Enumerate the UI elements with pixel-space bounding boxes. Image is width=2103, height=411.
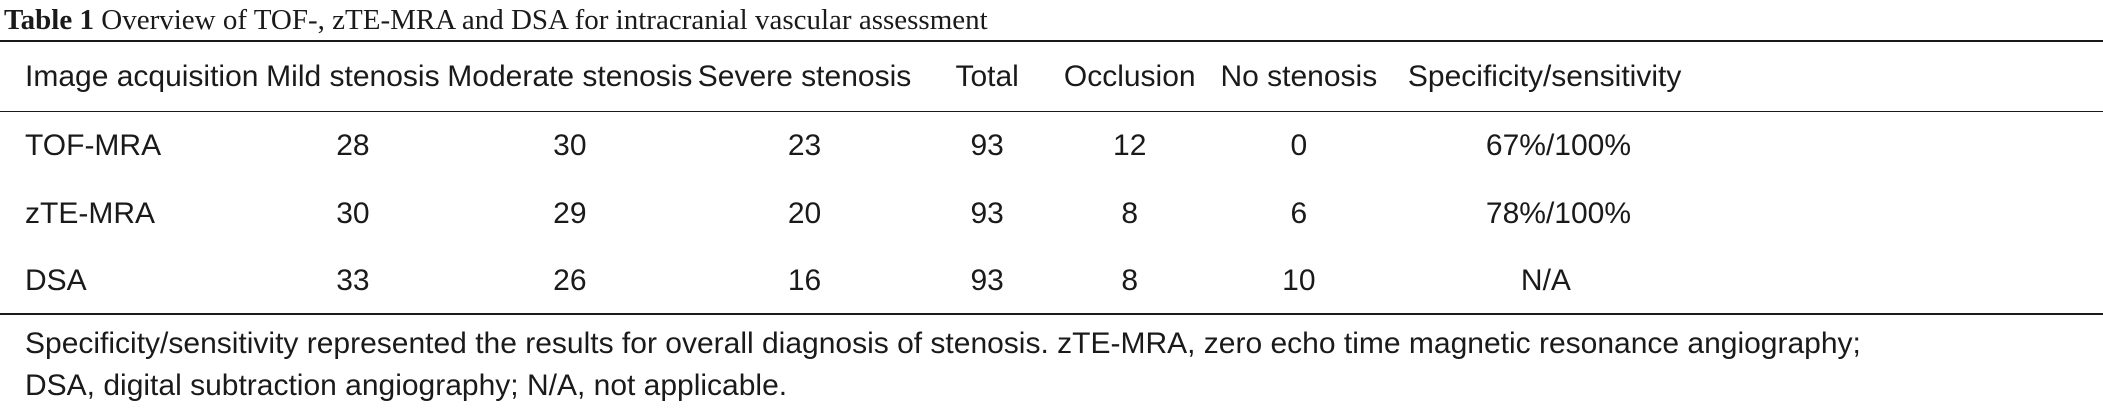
table-cell: 10 — [1282, 263, 1316, 297]
bottom-rule — [0, 313, 2103, 315]
column-header-occlusion: Occlusion — [1063, 59, 1196, 93]
column-header-total: Total — [955, 59, 1019, 93]
table-cell: 78%/100% — [1485, 196, 1632, 230]
table-cell: 12 — [1113, 128, 1147, 162]
table-cell: 30 — [336, 196, 370, 230]
table-cell: 93 — [970, 196, 1004, 230]
table-cell: 33 — [336, 263, 370, 297]
table-row: TOF-MRA 28 30 23 93 12 0 67%/100% — [0, 111, 2103, 180]
row-label: DSA — [25, 263, 87, 297]
footnote-line: Specificity/sensitivity represented the … — [25, 327, 1861, 360]
table-cell: 23 — [787, 128, 822, 162]
table-cell: 28 — [336, 128, 370, 162]
table-cell: 30 — [553, 128, 587, 162]
table-cell: 29 — [553, 196, 587, 230]
column-header-no-stenosis: No stenosis — [1220, 59, 1378, 93]
table-cell: 93 — [970, 263, 1004, 297]
table-cell: 26 — [553, 263, 587, 297]
header-rule — [0, 111, 2103, 112]
data-table: Image acquisition Mild stenosis Moderate… — [0, 42, 2103, 314]
table-cell: 93 — [970, 128, 1004, 162]
column-header-moderate-stenosis: Moderate stenosis — [447, 59, 693, 93]
table-title: Overview of TOF-, zTE-MRA and DSA for in… — [101, 4, 988, 36]
column-header-specificity-sensitivity: Specificity/sensitivity — [1407, 59, 1682, 93]
table-number: Table 1 — [4, 4, 94, 36]
table-cell: N/A — [1520, 263, 1571, 297]
table-cell: 16 — [787, 263, 822, 297]
table-cell: 8 — [1121, 263, 1139, 297]
header-row: Image acquisition Mild stenosis Moderate… — [0, 42, 2103, 111]
table-cell: 8 — [1121, 196, 1139, 230]
column-header-mild-stenosis: Mild stenosis — [266, 59, 440, 93]
table-row: DSA 33 26 16 93 8 10 N/A — [0, 247, 2103, 314]
table-footnote: Specificity/sensitivity represented the … — [25, 323, 2095, 407]
footnote-line: DSA, digital subtraction angiography; N/… — [25, 369, 788, 402]
row-label: TOF-MRA — [25, 128, 162, 162]
table-cell: 67%/100% — [1485, 128, 1632, 162]
table-caption: Table 1 Overview of TOF-, zTE-MRA and DS… — [4, 2, 988, 38]
table-row: zTE-MRA 30 29 20 93 8 6 78%/100% — [0, 180, 2103, 247]
table-cell: 6 — [1290, 196, 1308, 230]
top-rule — [0, 40, 2103, 42]
column-header-severe-stenosis: Severe stenosis — [697, 59, 912, 93]
column-header-image-acquisition: Image acquisition — [25, 59, 259, 93]
table-cell: 0 — [1290, 128, 1308, 162]
table-cell: 20 — [787, 196, 822, 230]
row-label: zTE-MRA — [25, 196, 155, 230]
